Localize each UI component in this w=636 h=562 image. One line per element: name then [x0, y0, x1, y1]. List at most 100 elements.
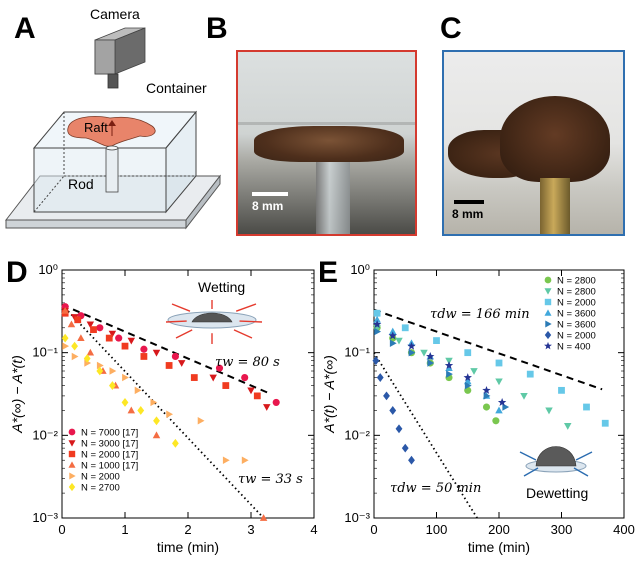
- data-point: [96, 361, 104, 370]
- legend-label: N = 2800: [557, 276, 596, 287]
- rod-photo: [316, 162, 350, 234]
- spread-arrow: [165, 320, 187, 323]
- series-4: [374, 327, 510, 411]
- data-point: [446, 370, 453, 378]
- plot-frame: [61, 269, 315, 519]
- data-point: [263, 404, 271, 411]
- data-point: [137, 406, 145, 415]
- raft-shape: [67, 116, 156, 147]
- data-point: [171, 352, 179, 361]
- inset-droplet: [535, 446, 577, 467]
- data-point: [190, 374, 198, 381]
- legend-marker: [544, 309, 552, 316]
- y-axis-label: A*(t) − A*(∞): [321, 355, 337, 434]
- camera-label: Camera: [90, 6, 140, 22]
- data-point: [90, 326, 97, 334]
- legend-label: N = 400: [557, 342, 591, 353]
- data-point: [427, 359, 435, 367]
- rod: [105, 145, 119, 193]
- y-tick-label: 10⁻³: [344, 510, 370, 525]
- x-tick-label: 2: [184, 522, 191, 537]
- data-point: [408, 348, 416, 357]
- legend-label: N = 2700: [81, 483, 120, 494]
- legend-marker: [68, 482, 76, 492]
- data-point: [74, 316, 82, 324]
- data-point: [545, 407, 553, 415]
- data-point: [444, 361, 454, 370]
- series-2: [61, 309, 261, 400]
- dewetting-inset: Dewetting: [519, 446, 593, 501]
- data-point: [497, 398, 507, 407]
- series-6: [372, 319, 507, 407]
- data-point: [61, 333, 69, 343]
- data-point: [222, 382, 230, 389]
- data-point: [408, 455, 415, 465]
- data-point: [165, 362, 173, 369]
- spread-arrow: [175, 329, 193, 339]
- y-tick-label: 10⁻¹: [32, 345, 58, 360]
- series-5: [61, 333, 179, 448]
- data-point: [401, 324, 409, 332]
- camera-icon: [94, 27, 146, 89]
- x-tick-label: 0: [58, 522, 65, 537]
- spread-arrow: [239, 320, 263, 323]
- data-point: [172, 438, 179, 448]
- legend-label: N = 3600: [557, 320, 596, 331]
- data-point: [383, 391, 390, 401]
- inset-droplet: [191, 312, 233, 323]
- scale-label-b: 8 mm: [252, 199, 284, 213]
- data-point: [372, 356, 380, 366]
- tau-annotation-33: τw = 33 s: [238, 472, 303, 487]
- series-5: [372, 356, 415, 465]
- series-2: [373, 309, 609, 427]
- legend-label: N = 2000 [17]: [81, 450, 138, 461]
- data-point: [253, 392, 261, 400]
- data-point: [372, 319, 382, 328]
- data-point: [558, 386, 565, 394]
- data-point: [140, 353, 148, 360]
- y-tick-label: 10⁻¹: [344, 345, 370, 360]
- data-point: [96, 324, 104, 332]
- data-point: [420, 349, 428, 357]
- data-point: [433, 337, 440, 344]
- data-point: [153, 416, 160, 426]
- data-point: [86, 348, 95, 356]
- data-point: [166, 410, 174, 418]
- panel-letter-e: E: [318, 256, 339, 289]
- data-point: [495, 406, 503, 414]
- chart-e-group: 10⁻³ 10⁻² 10⁻¹ 10⁰ 0 100 200 300 400 time (min) A*…: [321, 262, 635, 555]
- legend-marker: [69, 472, 76, 480]
- data-point: [470, 368, 478, 375]
- data-point: [77, 334, 85, 341]
- data-point: [374, 327, 382, 336]
- fit-line-dashed: [373, 308, 603, 391]
- legend-marker: [544, 288, 552, 295]
- data-point: [177, 360, 186, 367]
- setup-schematic: [4, 27, 222, 230]
- raft-label: Raft: [84, 120, 108, 135]
- legend: N = 7000 [17]N = 3000 [17]N = 2000 [17]N…: [68, 428, 138, 494]
- data-point: [482, 403, 491, 411]
- data-point: [495, 359, 503, 367]
- data-point: [445, 364, 453, 372]
- legend-marker: [544, 341, 552, 350]
- legend-marker: [544, 298, 552, 306]
- legend-marker: [68, 450, 76, 458]
- data-point: [482, 385, 491, 394]
- panel-letter-b: B: [206, 12, 228, 45]
- fit-line-dotted: [373, 352, 478, 519]
- data-point: [389, 327, 397, 335]
- data-point: [209, 374, 217, 382]
- legend-label: N = 2000: [557, 331, 596, 342]
- data-point: [86, 321, 95, 329]
- data-point: [373, 309, 381, 317]
- data-point: [483, 392, 491, 400]
- data-point: [134, 386, 142, 395]
- y-tick-label: 10⁰: [38, 262, 58, 277]
- data-point: [127, 337, 136, 345]
- legend-label: N = 7000 [17]: [81, 428, 138, 439]
- data-point: [389, 406, 397, 415]
- data-point: [150, 398, 158, 407]
